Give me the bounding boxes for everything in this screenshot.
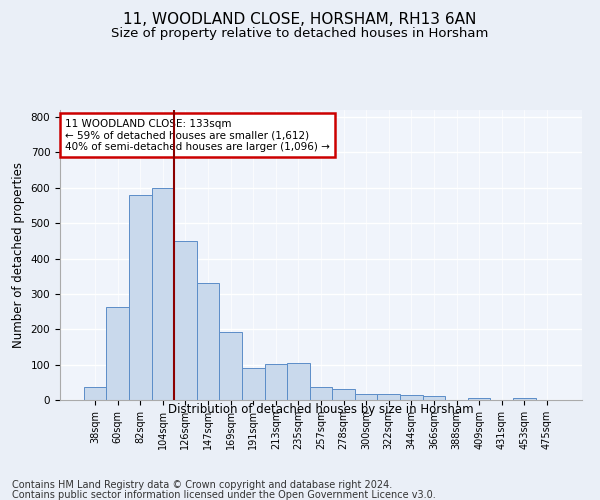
- Bar: [220, 332, 242, 400]
- Bar: [377, 394, 400, 400]
- Text: Contains HM Land Registry data © Crown copyright and database right 2024.: Contains HM Land Registry data © Crown c…: [12, 480, 392, 490]
- Bar: [287, 363, 310, 400]
- Bar: [84, 386, 106, 400]
- Bar: [422, 396, 445, 400]
- Bar: [152, 188, 174, 400]
- Bar: [332, 388, 355, 400]
- Bar: [513, 398, 536, 400]
- Bar: [355, 394, 377, 400]
- Bar: [265, 364, 287, 400]
- Text: Contains public sector information licensed under the Open Government Licence v3: Contains public sector information licen…: [12, 490, 436, 500]
- Bar: [106, 308, 129, 400]
- Bar: [197, 284, 220, 400]
- Text: 11, WOODLAND CLOSE, HORSHAM, RH13 6AN: 11, WOODLAND CLOSE, HORSHAM, RH13 6AN: [124, 12, 476, 28]
- Y-axis label: Number of detached properties: Number of detached properties: [12, 162, 25, 348]
- Bar: [242, 368, 265, 400]
- Bar: [400, 396, 422, 400]
- Text: 11 WOODLAND CLOSE: 133sqm
← 59% of detached houses are smaller (1,612)
40% of se: 11 WOODLAND CLOSE: 133sqm ← 59% of detac…: [65, 118, 330, 152]
- Bar: [174, 241, 197, 400]
- Bar: [129, 195, 152, 400]
- Bar: [468, 398, 490, 400]
- Text: Size of property relative to detached houses in Horsham: Size of property relative to detached ho…: [112, 28, 488, 40]
- Bar: [310, 387, 332, 400]
- Text: Distribution of detached houses by size in Horsham: Distribution of detached houses by size …: [168, 402, 474, 415]
